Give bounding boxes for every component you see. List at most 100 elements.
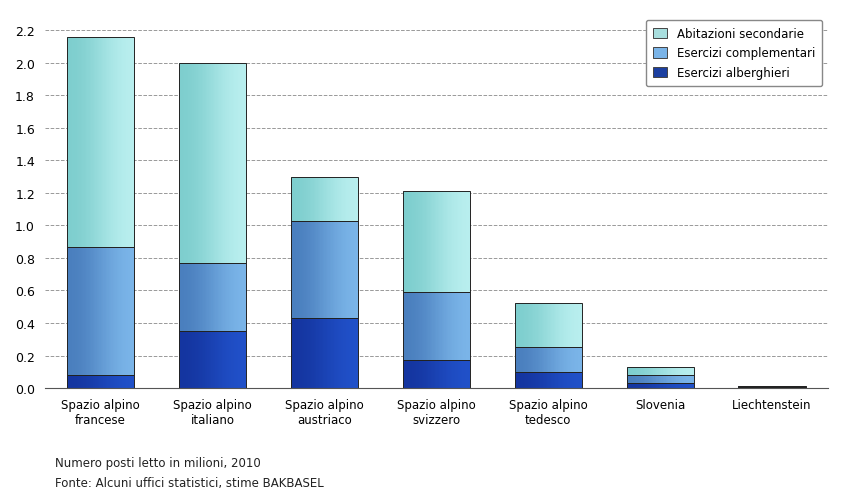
Bar bbox=[528, 372, 529, 388]
Bar bbox=[766, 387, 768, 388]
Bar bbox=[293, 319, 295, 388]
Bar bbox=[217, 264, 218, 332]
Bar bbox=[668, 383, 669, 388]
Bar bbox=[405, 192, 407, 293]
Bar bbox=[577, 304, 578, 348]
Bar bbox=[102, 38, 104, 247]
Bar bbox=[664, 375, 666, 383]
Bar bbox=[780, 386, 781, 387]
Bar bbox=[561, 304, 563, 348]
Bar bbox=[559, 348, 561, 372]
Bar bbox=[118, 375, 120, 388]
Bar bbox=[214, 264, 215, 332]
Bar bbox=[291, 221, 293, 319]
Bar bbox=[574, 304, 575, 348]
Bar bbox=[426, 293, 427, 361]
Bar bbox=[87, 247, 89, 375]
Bar bbox=[107, 247, 109, 375]
Bar bbox=[110, 38, 111, 247]
Bar bbox=[132, 38, 133, 247]
Bar bbox=[78, 247, 79, 375]
Bar bbox=[662, 367, 663, 375]
Bar bbox=[78, 38, 79, 247]
Bar bbox=[639, 375, 640, 383]
Bar bbox=[626, 375, 628, 383]
Bar bbox=[454, 293, 455, 361]
Bar bbox=[527, 348, 529, 372]
Bar bbox=[658, 375, 659, 383]
Bar bbox=[408, 192, 410, 293]
Bar bbox=[215, 64, 217, 264]
Bar bbox=[120, 38, 121, 247]
Bar bbox=[188, 64, 190, 264]
Bar bbox=[795, 386, 797, 387]
Bar bbox=[761, 386, 763, 387]
Bar bbox=[109, 375, 110, 388]
Bar bbox=[106, 38, 108, 247]
Bar bbox=[118, 247, 120, 375]
Bar bbox=[201, 264, 203, 332]
Bar bbox=[567, 304, 568, 348]
Bar bbox=[525, 372, 527, 388]
Bar bbox=[679, 383, 680, 388]
Bar bbox=[411, 293, 412, 361]
Bar bbox=[416, 361, 417, 388]
Bar bbox=[331, 177, 333, 221]
Bar bbox=[188, 332, 190, 388]
Bar bbox=[450, 293, 451, 361]
Bar bbox=[655, 383, 656, 388]
Bar bbox=[750, 386, 752, 387]
Bar bbox=[330, 319, 331, 388]
Bar bbox=[800, 386, 802, 387]
Bar bbox=[99, 375, 101, 388]
Bar bbox=[799, 387, 800, 388]
Bar bbox=[765, 387, 767, 388]
Bar bbox=[233, 64, 234, 264]
Bar bbox=[315, 221, 316, 319]
Bar bbox=[94, 38, 95, 247]
Bar bbox=[690, 383, 691, 388]
Bar bbox=[674, 367, 675, 375]
Bar bbox=[315, 177, 316, 221]
Bar bbox=[667, 383, 668, 388]
Bar bbox=[685, 367, 687, 375]
Bar bbox=[659, 375, 660, 383]
Bar bbox=[662, 383, 663, 388]
Bar bbox=[226, 332, 228, 388]
Bar bbox=[776, 386, 777, 387]
Bar bbox=[759, 387, 760, 388]
Bar bbox=[532, 304, 534, 348]
Bar bbox=[241, 332, 242, 388]
Bar bbox=[206, 64, 207, 264]
Bar bbox=[640, 383, 642, 388]
Bar bbox=[237, 64, 239, 264]
Bar bbox=[775, 387, 776, 388]
Bar bbox=[433, 192, 435, 293]
Bar bbox=[532, 372, 534, 388]
Bar bbox=[515, 348, 582, 372]
Bar bbox=[354, 177, 356, 221]
Bar bbox=[457, 361, 458, 388]
Bar bbox=[242, 332, 244, 388]
Bar bbox=[523, 372, 524, 388]
Bar bbox=[203, 64, 205, 264]
Bar bbox=[75, 247, 77, 375]
Bar bbox=[345, 319, 346, 388]
Bar bbox=[311, 177, 313, 221]
Bar bbox=[126, 247, 127, 375]
Bar bbox=[98, 247, 99, 375]
Bar bbox=[804, 387, 806, 388]
Bar bbox=[548, 348, 550, 372]
Bar bbox=[440, 192, 442, 293]
Bar bbox=[747, 387, 748, 388]
Bar bbox=[190, 64, 191, 264]
Bar bbox=[410, 293, 411, 361]
Bar bbox=[756, 386, 757, 387]
Bar bbox=[646, 375, 647, 383]
Bar bbox=[631, 383, 632, 388]
Bar bbox=[523, 304, 524, 348]
Bar bbox=[192, 64, 194, 264]
Bar bbox=[421, 293, 422, 361]
Bar bbox=[682, 383, 683, 388]
Bar bbox=[448, 192, 450, 293]
